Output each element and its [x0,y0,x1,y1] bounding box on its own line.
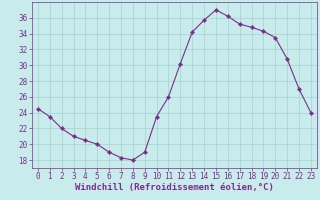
X-axis label: Windchill (Refroidissement éolien,°C): Windchill (Refroidissement éolien,°C) [75,183,274,192]
